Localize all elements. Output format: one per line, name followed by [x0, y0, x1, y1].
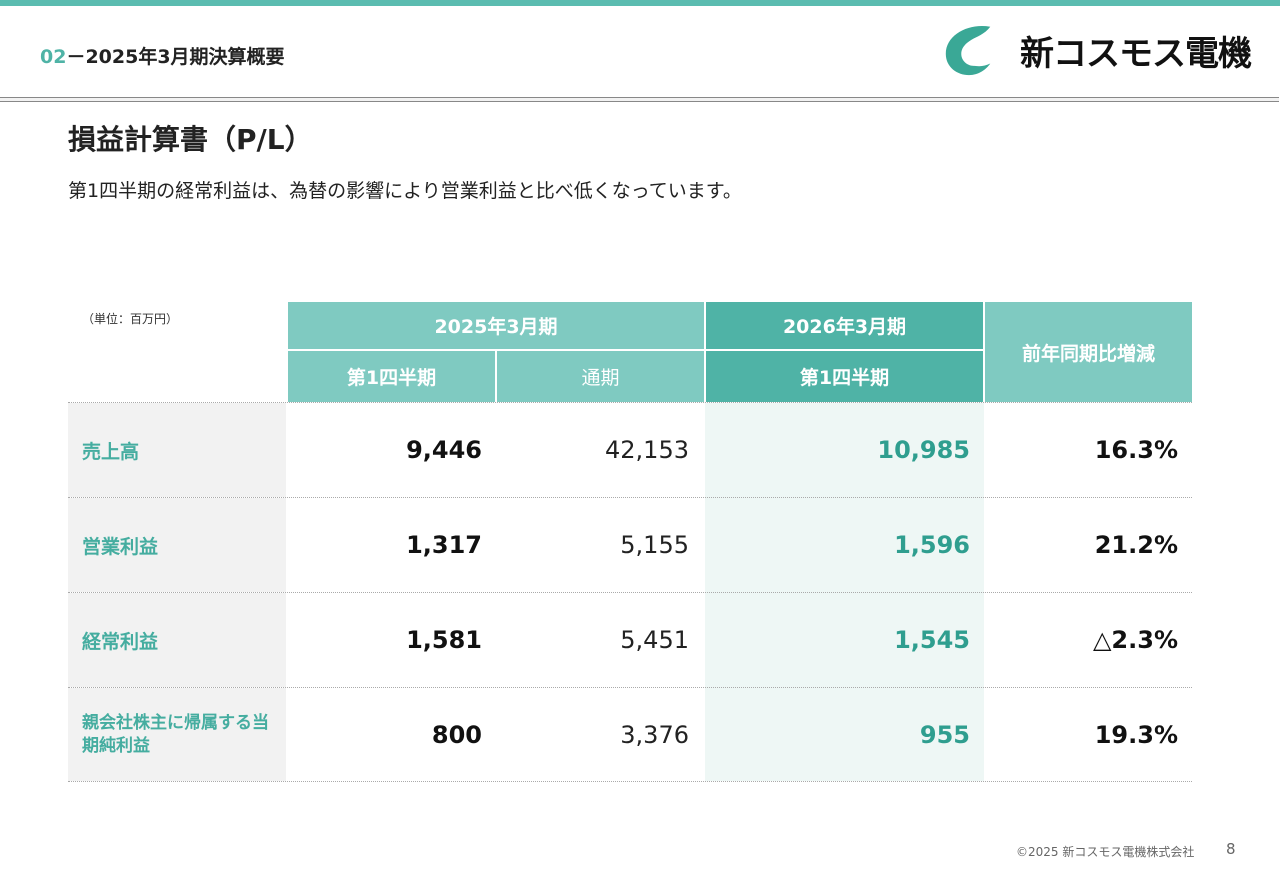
cell-operating-q1-2025: 1,317 — [406, 531, 482, 559]
top-accent-bar — [0, 0, 1280, 6]
page-number: 8 — [1226, 840, 1236, 858]
row-separator — [68, 497, 1192, 498]
cell-sales-q1-2026: 10,985 — [877, 436, 970, 464]
copyright: ©2025 新コスモス電機株式会社 — [1016, 845, 1195, 859]
cell-ordinary-q1-2026: 1,545 — [894, 626, 970, 654]
header-divider — [0, 97, 1279, 102]
cosmos-logo-icon — [945, 26, 993, 76]
header-q1-2025: 第1四半期 — [288, 351, 495, 402]
cell-net-full-2025: 3,376 — [620, 721, 689, 749]
cell-sales-yoy: 16.3% — [1094, 436, 1178, 464]
row-separator — [68, 402, 1192, 403]
header-full-year-2025: 通期 — [497, 351, 704, 402]
row-label-net-income: 親会社株主に帰属する当期純利益 — [68, 688, 286, 781]
section-label: 02－2025年3月期決算概要 — [40, 42, 285, 69]
row-label-operating-profit: 営業利益 — [68, 498, 286, 592]
cell-ordinary-yoy: △2.3% — [1092, 626, 1178, 654]
unit-note: （単位：百万円） — [82, 312, 179, 326]
cell-net-q1-2025: 800 — [431, 721, 482, 749]
cell-ordinary-q1-2025: 1,581 — [406, 626, 482, 654]
row-label-sales: 売上高 — [68, 403, 286, 497]
cell-operating-yoy: 21.2% — [1094, 531, 1178, 559]
cell-ordinary-full-2025: 5,451 — [620, 626, 689, 654]
logo-text: 新コスモス電機 — [1020, 33, 1252, 74]
page-title: 損益計算書（P/L） — [68, 123, 313, 156]
header-yoy: 前年同期比増減 — [985, 302, 1192, 402]
cell-net-q1-2026: 955 — [919, 721, 970, 749]
header-fy2025: 2025年3月期 — [288, 302, 704, 349]
cell-net-yoy: 19.3% — [1094, 721, 1178, 749]
row-separator — [68, 687, 1192, 688]
company-logo: 新コスモス電機 — [940, 20, 1252, 80]
row-separator — [68, 781, 1192, 782]
section-number: 02 — [40, 46, 67, 68]
section-title: －2025年3月期決算概要 — [66, 46, 285, 68]
cell-operating-full-2025: 5,155 — [620, 531, 689, 559]
header-fy2026: 2026年3月期 — [706, 302, 983, 349]
row-label-ordinary-profit: 経常利益 — [68, 593, 286, 687]
row-separator — [68, 592, 1192, 593]
cell-sales-full-2025: 42,153 — [605, 436, 689, 464]
cell-sales-q1-2025: 9,446 — [406, 436, 482, 464]
cell-operating-q1-2026: 1,596 — [894, 531, 970, 559]
page-subtitle: 第1四半期の経常利益は、為替の影響により営業利益と比べ低くなっています。 — [68, 180, 742, 202]
header-q1-2026: 第1四半期 — [706, 351, 983, 402]
